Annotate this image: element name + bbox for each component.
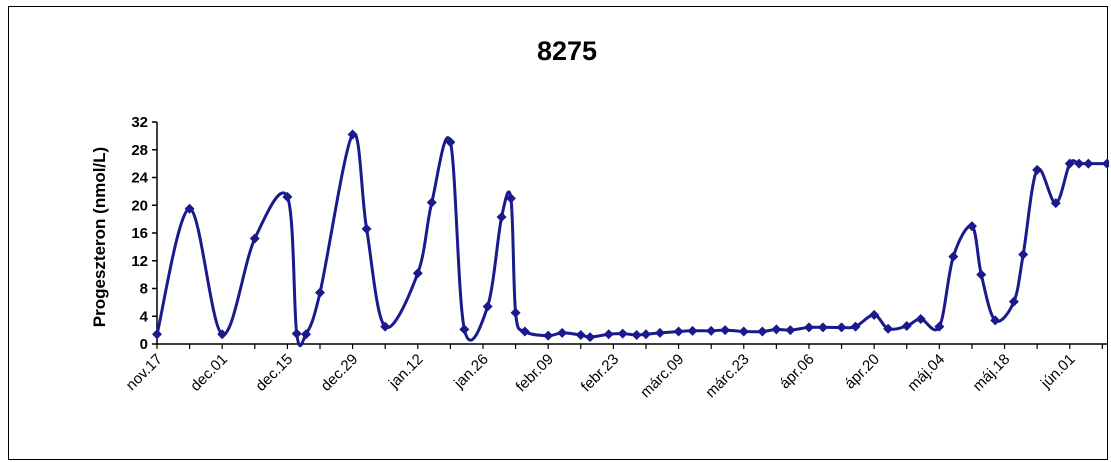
data-point — [496, 212, 507, 223]
x-tick-label: ápr.20 — [841, 351, 883, 393]
data-point — [869, 309, 880, 320]
data-point — [1083, 158, 1094, 169]
data-point — [631, 329, 642, 340]
data-point — [217, 329, 228, 340]
data-point — [883, 323, 894, 334]
line-chart: 8275 Progeszteron (nmol/L) 0 4 8 12 16 20 24 28… — [90, 36, 1109, 401]
data-point — [557, 327, 568, 338]
data-point — [380, 321, 391, 332]
data-point — [850, 321, 861, 332]
data-point — [347, 129, 358, 140]
y-axis-label: Progeszteron (nmol/L) — [90, 147, 109, 327]
x-tick-label: dec.15 — [252, 351, 296, 395]
data-points — [152, 129, 1109, 343]
data-point — [934, 321, 945, 332]
data-point — [314, 287, 325, 298]
data-point — [673, 326, 684, 337]
data-point — [915, 314, 926, 325]
data-point — [603, 329, 614, 340]
data-point — [757, 326, 768, 337]
data-point — [1032, 164, 1043, 175]
y-tick-label: 4 — [140, 308, 149, 325]
data-point — [510, 307, 521, 318]
data-point — [1018, 249, 1029, 260]
data-point — [519, 326, 530, 337]
x-tick-label: nov.17 — [123, 351, 166, 394]
data-point — [738, 326, 749, 337]
data-point — [291, 328, 302, 339]
data-point — [482, 301, 493, 312]
series-line — [155, 132, 1107, 348]
data-point — [585, 332, 596, 343]
data-point — [361, 223, 372, 234]
data-point — [249, 233, 260, 244]
data-point — [412, 268, 423, 279]
data-point — [282, 191, 293, 202]
data-point — [817, 322, 828, 333]
data-point — [184, 203, 195, 214]
x-tick-label: máj.18 — [970, 351, 1014, 395]
chart-frame: 8275 Progeszteron (nmol/L) 0 4 8 12 16 20 24 28… — [8, 6, 1109, 460]
x-tick-label: márc.23 — [702, 351, 752, 401]
data-point — [617, 328, 628, 339]
y-tick-label: 28 — [131, 142, 148, 159]
data-point — [771, 324, 782, 335]
data-point — [803, 322, 814, 333]
data-point — [1102, 158, 1109, 169]
x-tick-label: febr.09 — [513, 351, 557, 395]
data-point — [990, 315, 1001, 326]
data-point — [1064, 158, 1075, 169]
data-point — [720, 325, 731, 336]
x-tick-label: ápr.06 — [776, 351, 818, 393]
x-tick-label: dec.29 — [318, 351, 362, 395]
y-tick-label: 32 — [131, 114, 148, 131]
data-point — [785, 325, 796, 336]
x-tick-label: jan.26 — [450, 351, 492, 393]
y-tick-label: 12 — [131, 253, 148, 270]
data-point — [706, 325, 717, 336]
y-tick-label: 0 — [140, 336, 148, 353]
data-point — [654, 327, 665, 338]
data-point — [640, 329, 651, 340]
chart-title: 8275 — [537, 36, 597, 66]
x-tick-label: jan.12 — [385, 351, 427, 393]
data-point — [459, 324, 470, 335]
y-ticks: 0 4 8 12 16 20 24 28 32 — [131, 114, 157, 353]
data-point — [1074, 158, 1085, 169]
y-tick-label: 16 — [131, 225, 148, 242]
x-tick-label: febr.23 — [578, 351, 622, 395]
x-tick-label: dec.01 — [187, 351, 231, 395]
y-tick-label: 8 — [140, 281, 148, 298]
data-point — [543, 330, 554, 341]
data-point — [445, 137, 456, 148]
x-tick-label: máj.04 — [904, 351, 948, 395]
x-tick-label: jún.01 — [1037, 351, 1079, 393]
data-point — [505, 193, 516, 204]
data-point — [966, 221, 977, 232]
y-tick-label: 24 — [131, 170, 148, 187]
data-point — [836, 322, 847, 333]
data-point — [1008, 296, 1019, 307]
data-point — [301, 329, 312, 340]
x-ticks: nov.17 dec.01 dec.15 dec.29 jan.12 jan.26 febr… — [123, 344, 1103, 401]
data-point — [687, 325, 698, 336]
data-point — [426, 197, 437, 208]
data-point — [901, 320, 912, 331]
y-tick-label: 20 — [131, 197, 148, 214]
data-point — [1050, 198, 1061, 209]
data-point — [948, 251, 959, 262]
data-point — [575, 329, 586, 340]
data-point — [976, 269, 987, 280]
data-point — [152, 329, 162, 340]
x-tick-label: márc.09 — [637, 351, 687, 401]
